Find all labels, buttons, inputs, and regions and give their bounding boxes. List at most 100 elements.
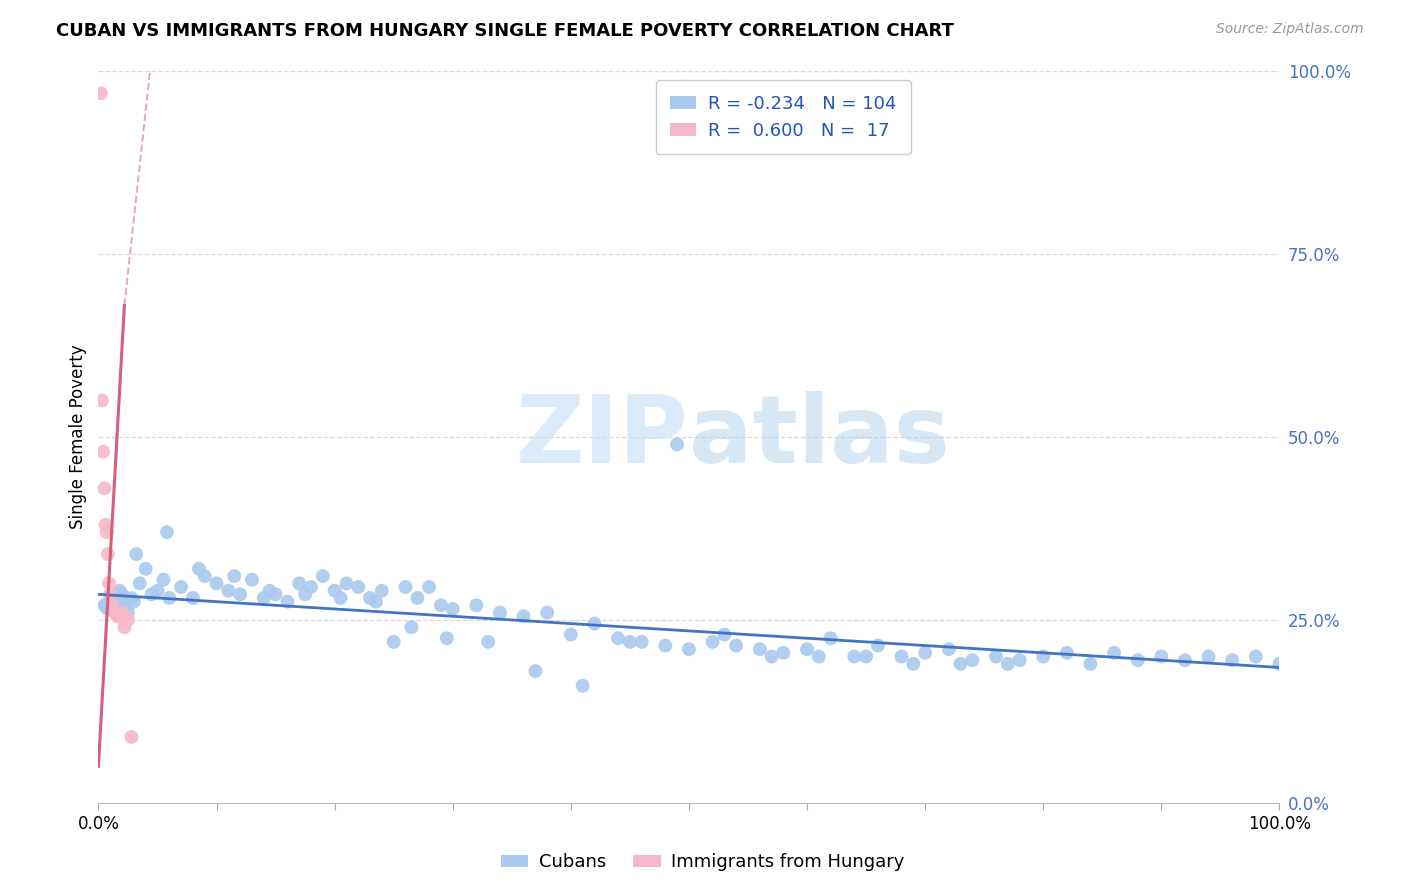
Point [125,547,148,561]
Point [98,591,121,605]
Point [229,587,252,601]
Point [97,602,120,616]
Point [253,591,276,605]
Point [104,599,127,613]
Point [666,437,689,451]
Point [96,525,118,540]
Point [104,606,127,620]
Point [276,594,298,608]
Point [984,649,1007,664]
Text: CUBAN VS IMMIGRANTS FROM HUNGARY SINGLE FEMALE POVERTY CORRELATION CHART: CUBAN VS IMMIGRANTS FROM HUNGARY SINGLE … [56,22,955,40]
Point [299,580,322,594]
Point [347,580,370,594]
Point [156,525,179,540]
Point [630,635,652,649]
Point [312,569,335,583]
Point [335,576,357,591]
Point [1080,657,1102,671]
Point [141,587,163,601]
Point [94,599,117,613]
Point [1220,653,1243,667]
Legend: R = -0.234   N = 104, R =  0.600   N =  17: R = -0.234 N = 104, R = 0.600 N = 17 [655,80,911,154]
Point [1056,646,1078,660]
Point [607,632,630,646]
Point [678,642,700,657]
Point [1268,657,1291,671]
Point [962,653,984,667]
Point [112,620,135,634]
Point [560,627,582,641]
Text: atlas: atlas [689,391,950,483]
Point [1102,646,1125,660]
Point [441,602,464,616]
Point [1150,649,1173,664]
Text: Source: ZipAtlas.com: Source: ZipAtlas.com [1216,22,1364,37]
Point [489,606,512,620]
Point [571,679,593,693]
Text: ZIP: ZIP [516,391,689,483]
Point [702,635,724,649]
Point [725,639,748,653]
Point [224,569,246,583]
Y-axis label: Single Female Poverty: Single Female Poverty [69,345,87,529]
Point [98,602,121,616]
Point [654,639,676,653]
Point [91,393,114,408]
Point [903,657,925,671]
Point [997,657,1019,671]
Point [890,649,912,664]
Point [844,649,866,664]
Point [128,576,150,591]
Point [401,620,423,634]
Point [135,562,157,576]
Point [157,591,180,605]
Point [382,635,405,649]
Point [772,646,794,660]
Point [111,587,134,601]
Point [105,609,128,624]
Point [152,573,174,587]
Point [94,517,117,532]
Point [713,627,735,641]
Point [217,583,239,598]
Point [761,649,783,664]
Point [108,609,131,624]
Point [949,657,972,671]
Point [418,580,440,594]
Point [294,587,316,601]
Point [436,632,458,646]
Point [121,591,143,605]
Point [329,591,352,605]
Point [205,576,228,591]
Point [107,602,129,616]
Point [820,632,842,646]
Point [146,583,169,598]
Point [1174,653,1197,667]
Point [259,583,281,598]
Point [194,569,217,583]
Point [91,444,114,458]
Point [122,594,145,608]
Point [938,642,960,657]
Point [121,730,143,744]
Point [108,583,131,598]
Point [583,616,606,631]
Point [323,583,346,598]
Point [394,580,416,594]
Point [97,547,120,561]
Point [101,594,124,608]
Point [536,606,558,620]
Point [371,583,394,598]
Point [465,599,488,613]
Point [112,599,135,613]
Point [914,646,936,660]
Point [866,639,889,653]
Point [477,635,499,649]
Point [93,599,115,613]
Point [359,591,381,605]
Point [288,576,311,591]
Point [117,606,139,620]
Point [1008,653,1031,667]
Point [406,591,429,605]
Point [117,613,139,627]
